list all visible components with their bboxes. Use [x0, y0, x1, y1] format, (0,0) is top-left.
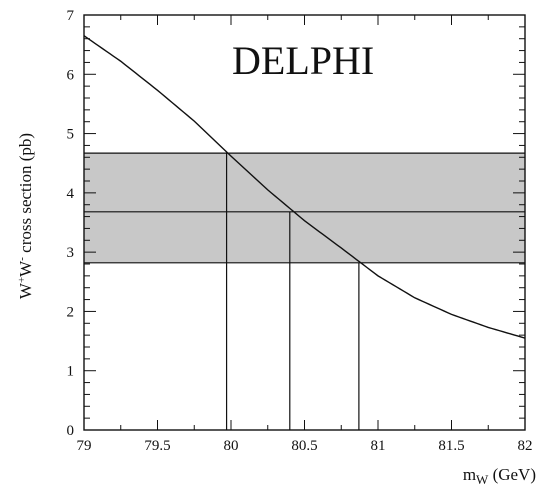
mass-drop-lines	[225, 153, 360, 430]
plot-frame	[83, 14, 526, 431]
experiment-label: DELPHI	[232, 38, 374, 83]
y-tick-label: 3	[67, 245, 75, 261]
theory-curve	[83, 35, 526, 339]
y-axis-title: W+W- cross section (pb)	[16, 133, 35, 299]
error-band	[84, 153, 525, 263]
x-tick-label: 82	[518, 438, 533, 454]
x-tick-label: 79	[77, 438, 92, 454]
y-tick-label: 7	[67, 8, 75, 24]
y-tick-label: 1	[67, 364, 75, 380]
x-tick-label: 80.5	[291, 438, 317, 454]
x-tick-label: 79.5	[144, 438, 170, 454]
y-tick-label: 5	[67, 127, 75, 143]
y-tick-label: 4	[67, 186, 75, 202]
x-axis-title: mW (GeV)	[463, 465, 536, 487]
y-tick-label: 0	[67, 423, 75, 439]
x-tick-label: 81	[371, 438, 386, 454]
x-ticks: 79 79.5 80 80.5 81 81.5 82	[77, 15, 533, 454]
x-tick-label: 81.5	[438, 438, 464, 454]
y-tick-label: 6	[67, 67, 75, 83]
y-tick-label: 2	[67, 304, 75, 320]
x-tick-label: 80	[224, 438, 239, 454]
